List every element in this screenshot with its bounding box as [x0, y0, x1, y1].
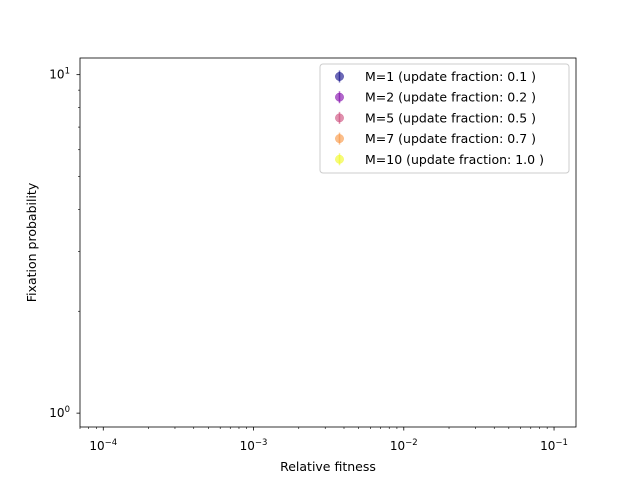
x-tick-label-base: 10 [390, 439, 405, 453]
x-tick-label-exponent: −2 [405, 438, 418, 448]
x-tick-label-exponent: −1 [555, 438, 568, 448]
legend-marker [335, 92, 344, 102]
y-tick-label-base: 10 [49, 68, 64, 82]
legend-entry: M=7 (update fraction: 0.7 ) [335, 131, 536, 146]
x-tick-label: 10−4 [89, 438, 117, 453]
legend-marker [335, 134, 344, 144]
legend-label: M=2 (update fraction: 0.2 ) [365, 90, 536, 105]
x-tick-label: 10−1 [540, 438, 568, 453]
legend-label: M=5 (update fraction: 0.5 ) [365, 110, 536, 125]
y-tick-label-exponent: 0 [65, 405, 70, 415]
legend-label: M=1 (update fraction: 0.1 ) [365, 69, 536, 84]
legend-marker [335, 113, 344, 123]
x-tick-label-base: 10 [540, 439, 555, 453]
axes-frame [79, 57, 577, 428]
x-tick-label-exponent: −4 [105, 438, 118, 448]
legend-label: M=7 (update fraction: 0.7 ) [365, 131, 536, 146]
y-axis-label: Fixation probability [24, 182, 39, 302]
x-axis-label: Relative fitness [280, 459, 376, 474]
x-tick-label-base: 10 [240, 439, 255, 453]
legend-entry: M=1 (update fraction: 0.1 ) [335, 69, 536, 84]
x-tick-label: 10−2 [390, 438, 418, 453]
legend-marker [335, 154, 344, 164]
y-tick-label-exponent: 1 [65, 67, 70, 77]
legend-label: M=10 (update fraction: 1.0 ) [365, 152, 544, 167]
legend-marker [335, 72, 344, 81]
legend-frame [319, 63, 570, 174]
y-tick-label: 101 [49, 67, 70, 82]
y-tick-label: 100 [49, 405, 70, 420]
x-tick-label-exponent: −3 [255, 438, 268, 448]
y-tick-label-base: 10 [49, 406, 64, 420]
legend-entry: M=10 (update fraction: 1.0 ) [335, 152, 544, 167]
legend-entry: M=5 (update fraction: 0.5 ) [335, 110, 536, 125]
legend-entry: M=2 (update fraction: 0.2 ) [335, 90, 536, 105]
x-tick-label-base: 10 [89, 439, 104, 453]
legend: M=1 (update fraction: 0.1 ) M=2 (update f… [319, 63, 570, 174]
x-axis-ticks: 10−4 10−3 10−2 10−1 [79, 427, 568, 453]
x-tick-label: 10−3 [240, 438, 268, 453]
